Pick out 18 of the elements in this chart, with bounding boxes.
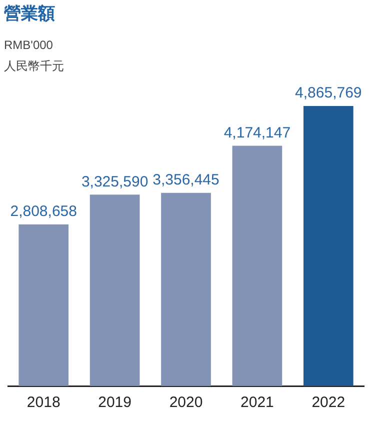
x-tick-label: 2019	[98, 394, 132, 412]
data-label: 4,865,769	[295, 84, 362, 102]
data-label: 2,808,658	[10, 203, 77, 220]
chart-title: 營業額	[4, 3, 55, 25]
chart-subtitle: RMB'000	[4, 38, 53, 52]
data-label: 3,356,445	[152, 171, 220, 188]
x-tick-label: 2018	[26, 394, 60, 412]
bar	[303, 106, 354, 386]
data-label: 3,325,590	[81, 173, 148, 190]
x-tick-label: 2022	[312, 394, 346, 412]
x-tick-label: 2021	[240, 394, 274, 412]
bar	[18, 224, 69, 386]
x-tick-label: 2020	[169, 394, 203, 412]
bar	[161, 192, 211, 386]
text: 人民幣千元	[4, 58, 64, 75]
bar	[90, 194, 140, 386]
bar	[232, 146, 282, 386]
data-label: 4,174,147	[224, 124, 291, 142]
